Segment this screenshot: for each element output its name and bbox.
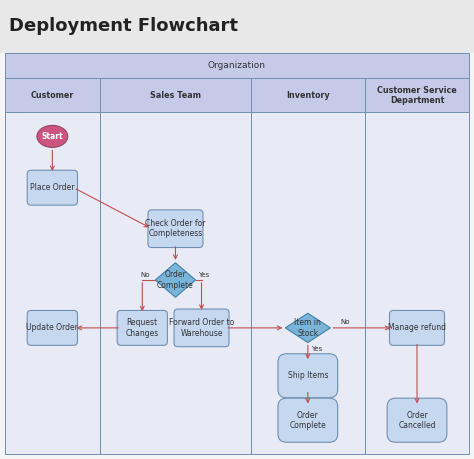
Text: Update Order: Update Order <box>27 324 78 332</box>
FancyBboxPatch shape <box>0 0 474 53</box>
Text: Request
Changes: Request Changes <box>126 318 159 337</box>
Text: Customer Service
Department: Customer Service Department <box>377 85 457 105</box>
Text: Order
Complete: Order Complete <box>290 410 326 430</box>
Text: Deployment Flowchart: Deployment Flowchart <box>9 17 238 35</box>
Text: Order
Cancelled: Order Cancelled <box>398 410 436 430</box>
FancyBboxPatch shape <box>117 310 167 345</box>
FancyBboxPatch shape <box>387 398 447 442</box>
FancyBboxPatch shape <box>365 78 469 112</box>
Text: Forward Order to
Warehouse: Forward Order to Warehouse <box>169 318 234 337</box>
Text: Organization: Organization <box>208 61 266 70</box>
FancyBboxPatch shape <box>365 112 469 454</box>
Text: Item in
Stock: Item in Stock <box>294 318 321 337</box>
Text: Yes: Yes <box>311 346 322 352</box>
FancyBboxPatch shape <box>100 78 251 112</box>
FancyBboxPatch shape <box>5 112 100 454</box>
FancyBboxPatch shape <box>251 78 365 112</box>
FancyBboxPatch shape <box>27 310 77 345</box>
FancyBboxPatch shape <box>5 78 100 112</box>
FancyBboxPatch shape <box>251 112 365 454</box>
FancyBboxPatch shape <box>278 398 337 442</box>
Text: Check Order for
Completeness: Check Order for Completeness <box>145 219 206 238</box>
FancyBboxPatch shape <box>148 210 203 247</box>
FancyBboxPatch shape <box>174 309 229 347</box>
Text: Yes: Yes <box>199 272 210 278</box>
Polygon shape <box>155 263 196 297</box>
Text: No: No <box>341 319 350 325</box>
Text: No: No <box>140 272 150 278</box>
FancyBboxPatch shape <box>100 112 251 454</box>
FancyBboxPatch shape <box>390 310 445 345</box>
Text: Customer: Customer <box>31 91 74 100</box>
Text: Place Order: Place Order <box>30 183 74 192</box>
Text: Ship Items: Ship Items <box>288 371 328 380</box>
FancyBboxPatch shape <box>27 170 77 205</box>
FancyBboxPatch shape <box>5 53 469 78</box>
Text: Manage refund: Manage refund <box>388 324 446 332</box>
Text: Order
Complete: Order Complete <box>157 270 194 290</box>
FancyBboxPatch shape <box>278 354 337 398</box>
Text: Start: Start <box>42 132 63 141</box>
Polygon shape <box>285 313 330 342</box>
Text: Sales Team: Sales Team <box>150 91 201 100</box>
Text: Inventory: Inventory <box>286 91 330 100</box>
Ellipse shape <box>37 125 68 147</box>
